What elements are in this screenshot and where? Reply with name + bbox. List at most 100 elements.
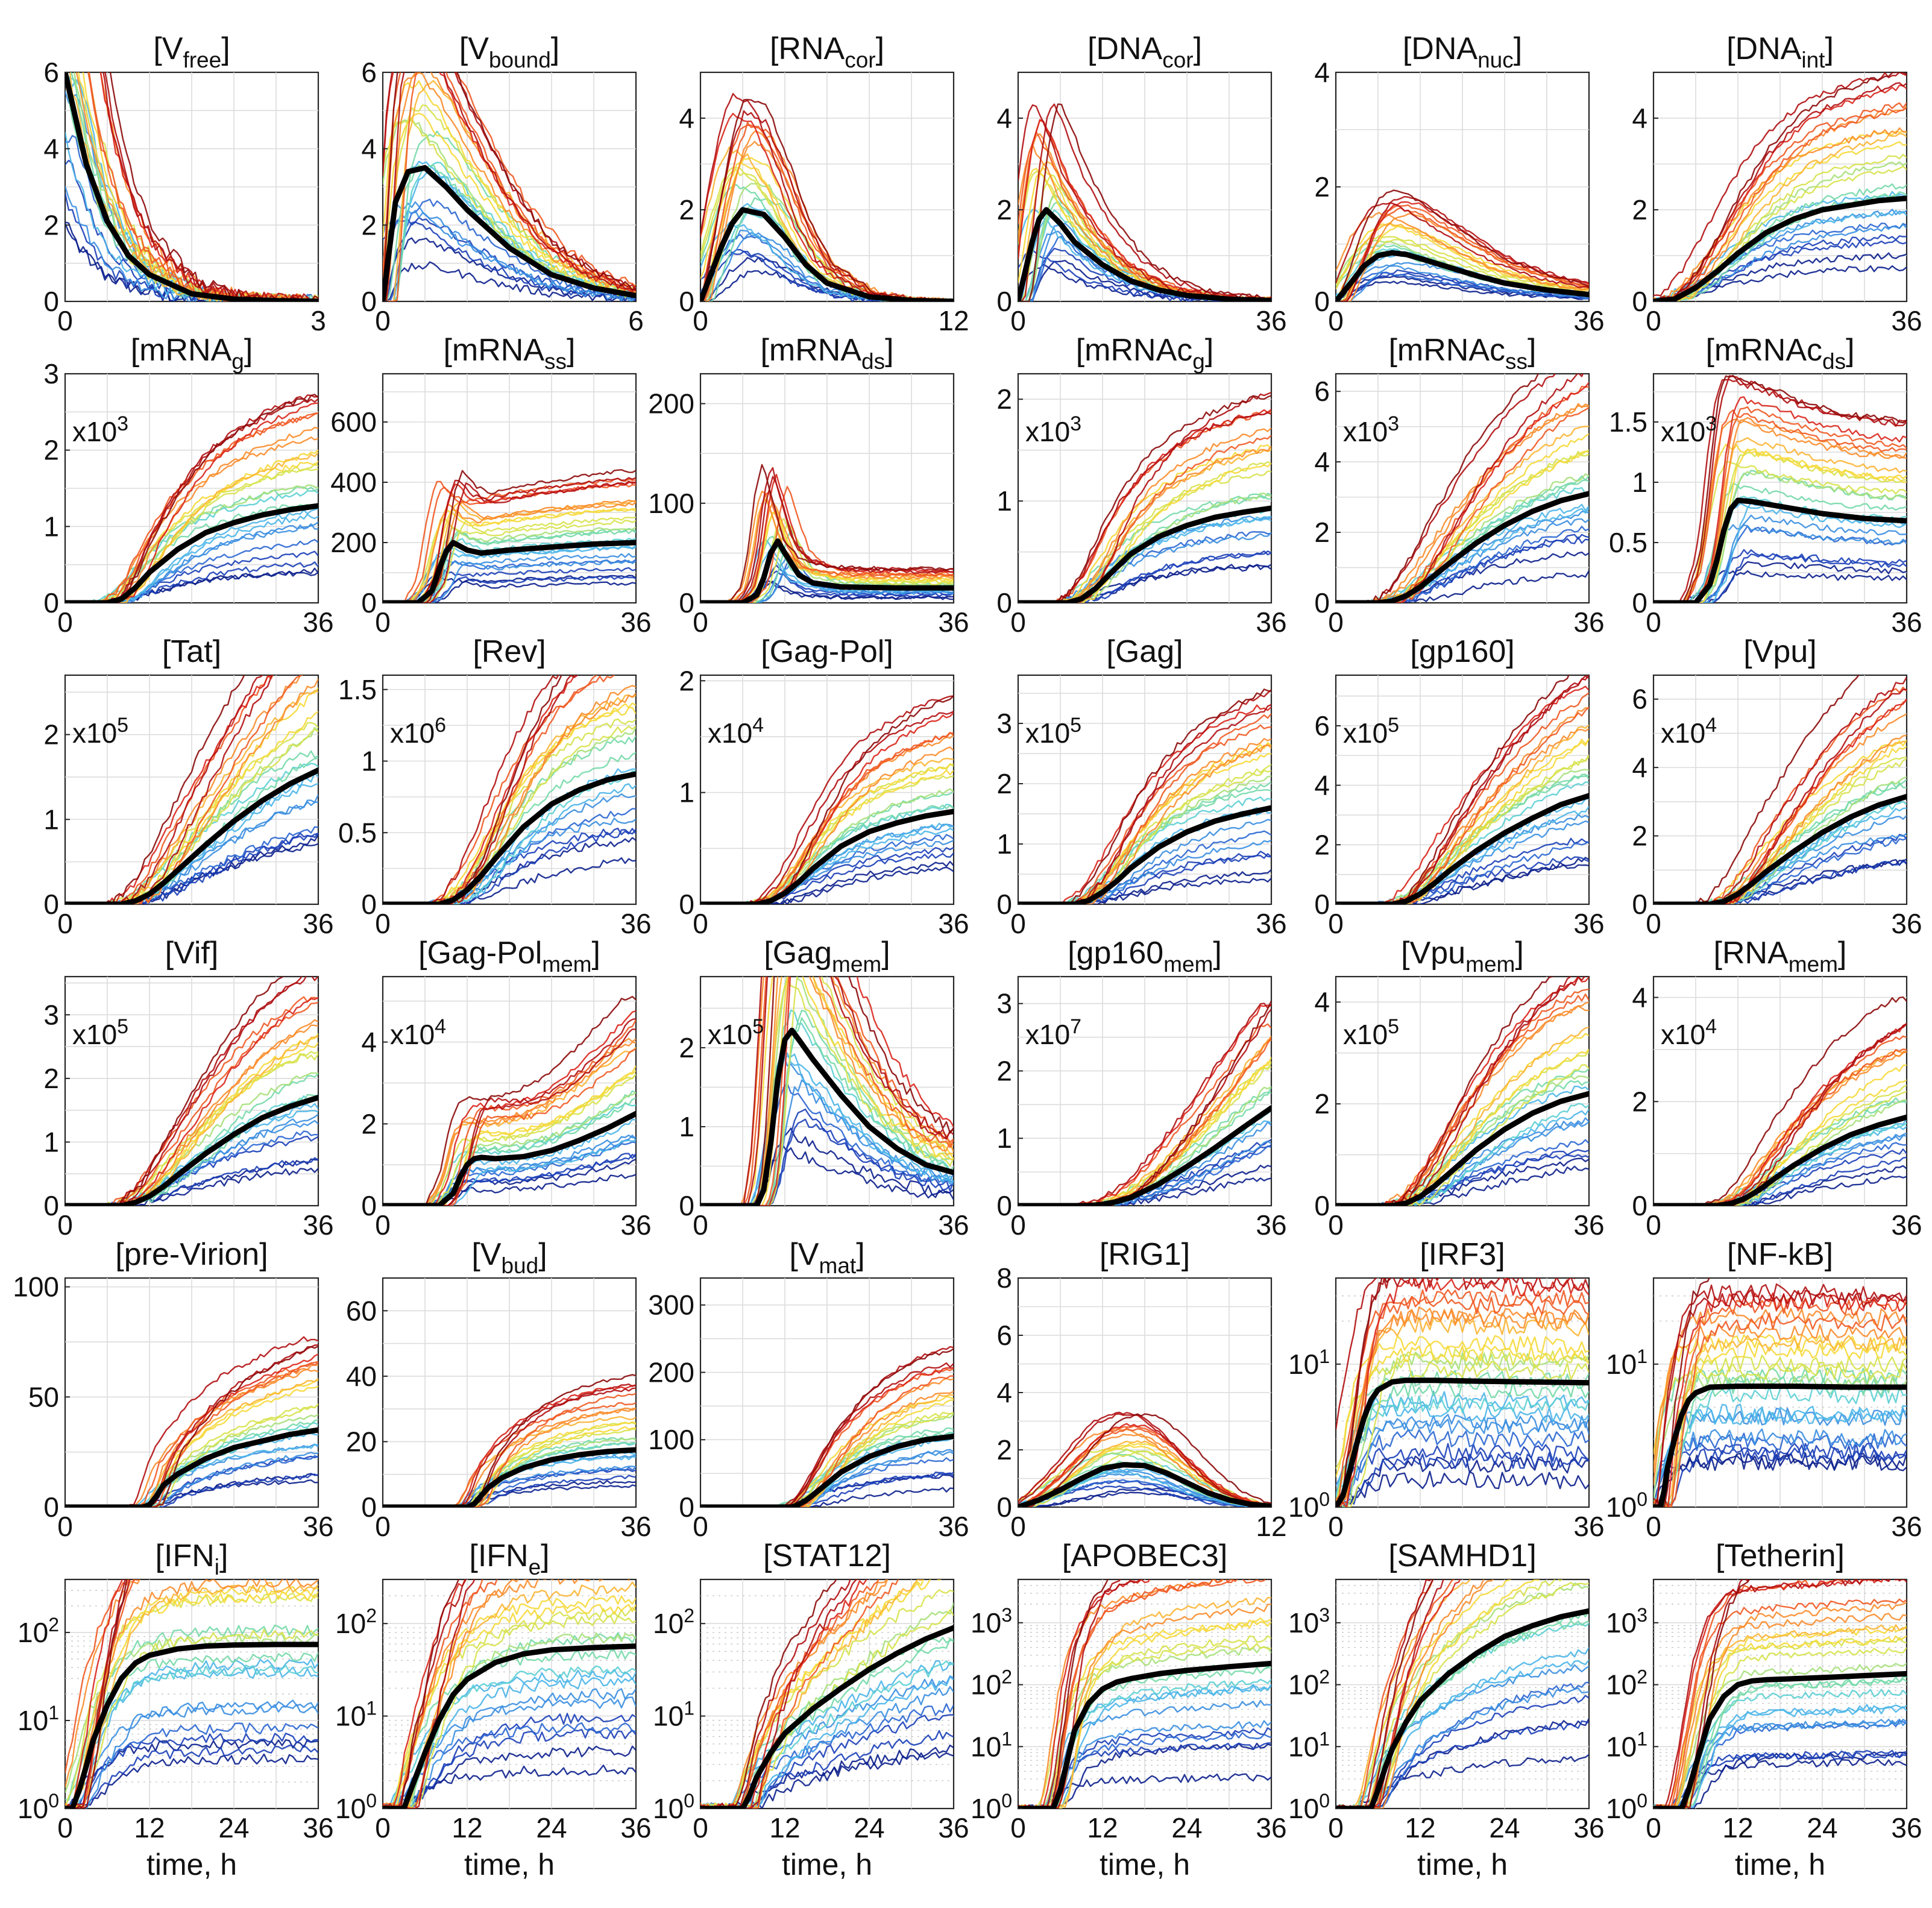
trace xyxy=(383,1579,498,1809)
trace xyxy=(383,694,636,904)
y-tick-label: 0 xyxy=(1314,1190,1330,1221)
trace xyxy=(700,1589,954,1809)
trace xyxy=(1654,561,1907,603)
trace xyxy=(65,1579,136,1774)
trace xyxy=(383,1475,636,1507)
x-tick-label: 12 xyxy=(1405,1812,1435,1843)
panel--rev-: 0 0.5 1 1.5 0 36 [Rev] x106 xyxy=(338,634,652,939)
trace xyxy=(1018,853,1271,904)
y-tick-label: 400 xyxy=(330,467,377,498)
panel-title: [IRF3] xyxy=(1420,1237,1505,1272)
y-tick-label: 2 xyxy=(43,209,59,241)
y-tick-label: 3 xyxy=(996,708,1012,739)
trace xyxy=(1654,1334,1907,1455)
y-tick-label: 1 xyxy=(679,777,694,808)
mean-curve xyxy=(1018,207,1271,301)
trace xyxy=(1336,235,1589,294)
trace xyxy=(1336,857,1589,904)
y-tick-label: 1 xyxy=(43,1126,59,1157)
y-tick-label: 200 xyxy=(648,1356,694,1388)
x-tick-label: 0 xyxy=(57,1511,73,1542)
panel--dnacor-: 0 2 4 0 36 [DNAcor] xyxy=(996,31,1286,336)
trace xyxy=(1336,1623,1589,1809)
trace xyxy=(700,977,954,1206)
trace xyxy=(1336,1681,1589,1809)
trace xyxy=(65,1753,318,1809)
trace xyxy=(383,1019,636,1206)
x-tick-label: 36 xyxy=(303,606,333,638)
trace xyxy=(65,1628,318,1809)
ensemble-traces xyxy=(700,977,954,1206)
trace xyxy=(1654,676,1907,904)
x-tick-label: 36 xyxy=(303,1209,333,1241)
x-tick-label: 36 xyxy=(303,1812,333,1843)
panel-title: [Vpu] xyxy=(1743,634,1816,669)
x-tick-label: 12 xyxy=(134,1812,165,1843)
trace xyxy=(1336,1278,1589,1430)
trace xyxy=(1018,1003,1271,1206)
mean-curve xyxy=(700,808,954,904)
trace xyxy=(1654,860,1907,904)
trace xyxy=(700,464,954,603)
mean-curve xyxy=(383,165,636,301)
trace xyxy=(65,539,318,603)
trace xyxy=(65,675,264,904)
trace xyxy=(1336,518,1589,603)
y-tick-label: 102 xyxy=(17,1614,59,1648)
trace xyxy=(383,1010,636,1206)
panel--mrnacss-: 0 2 4 6 0 36 [mRNAcss] x103 xyxy=(1314,333,1604,638)
x-tick-label: 36 xyxy=(1573,1511,1604,1542)
trace xyxy=(1654,417,1907,603)
gridlines xyxy=(700,374,954,603)
trace xyxy=(1336,1121,1589,1206)
trace xyxy=(383,508,636,603)
trace xyxy=(1018,1411,1271,1507)
y-tick-label: 3 xyxy=(43,358,59,389)
trace xyxy=(383,553,636,603)
trace xyxy=(1336,1579,1434,1809)
mean-curve xyxy=(1336,1377,1589,1507)
trace xyxy=(383,752,636,904)
trace xyxy=(383,1092,636,1206)
trace xyxy=(1336,374,1540,603)
y-tick-label: 4 xyxy=(1632,102,1647,134)
trace xyxy=(700,695,954,904)
y-tick-label: 0.5 xyxy=(1609,527,1647,558)
ensemble-traces xyxy=(383,996,636,1206)
y-tick-label: 4 xyxy=(1314,770,1330,801)
trace xyxy=(700,1346,954,1507)
trace xyxy=(65,523,318,603)
trace xyxy=(383,216,636,301)
scale-multiplier: x103 xyxy=(1661,412,1717,447)
trace xyxy=(383,546,636,603)
trace xyxy=(383,1141,636,1206)
trace xyxy=(1018,446,1271,603)
trace xyxy=(1336,1306,1589,1507)
trace xyxy=(700,570,954,603)
trace xyxy=(383,675,579,904)
trace xyxy=(65,1024,318,1206)
mean-curve xyxy=(65,1642,318,1809)
trace xyxy=(1018,1413,1271,1506)
x-tick-label: 12 xyxy=(1256,1511,1286,1542)
trace xyxy=(65,782,318,904)
panel--nf-kb-: 100 101 0 36 [NF-kB] xyxy=(1606,1237,1922,1542)
trace xyxy=(1018,550,1271,603)
trace xyxy=(383,793,636,904)
panel-title: [mRNAcg] xyxy=(1076,333,1214,374)
panel--mrnass-: 0 200 400 600 0 36 [mRNAss] xyxy=(330,333,651,638)
trace xyxy=(1018,470,1271,603)
trace xyxy=(65,1336,318,1507)
mean-curve xyxy=(1654,497,1907,603)
trace xyxy=(1336,280,1589,300)
panel-title: [RNAcor] xyxy=(770,31,884,72)
trace xyxy=(65,1699,318,1809)
trace xyxy=(65,1385,318,1507)
trace xyxy=(383,692,636,904)
y-tick-label: 3 xyxy=(996,988,1012,1019)
trace xyxy=(1336,675,1570,904)
trace xyxy=(1336,202,1589,289)
trace xyxy=(1336,977,1579,1206)
trace xyxy=(1336,1579,1512,1809)
